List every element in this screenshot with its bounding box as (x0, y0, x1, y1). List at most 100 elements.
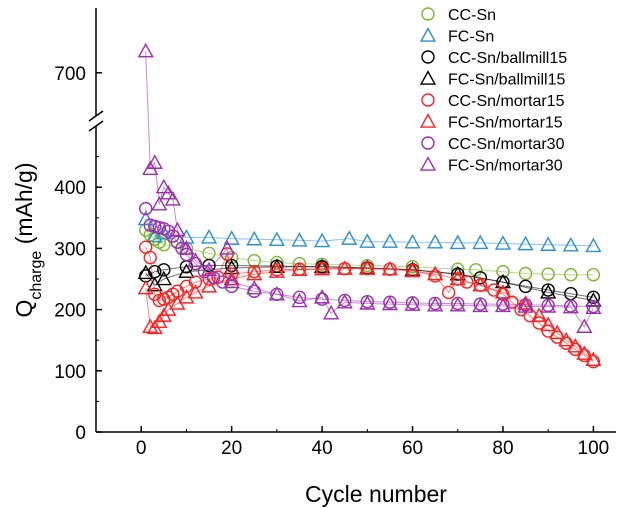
legend-label: CC-Sn/mortar15 (448, 93, 565, 110)
data-point (531, 307, 548, 322)
axes-layer: 0 20 40 60 80 100 0 100 200 300 400 700 (54, 8, 616, 459)
data-point (246, 279, 263, 295)
data-point (564, 268, 578, 282)
data-point (178, 263, 195, 278)
data-point (268, 258, 285, 273)
data-point (518, 266, 533, 281)
data-point (585, 237, 602, 253)
data-point (200, 278, 218, 293)
data-point (585, 299, 602, 314)
x-tick-label: 20 (221, 438, 242, 459)
data-point (494, 273, 512, 289)
data-point (323, 304, 340, 320)
data-point (246, 265, 263, 281)
data-point (223, 273, 240, 289)
data-point (541, 283, 555, 297)
x-tick-label: 100 (578, 438, 610, 459)
legend-item: CC-Sn/mortar15 (421, 93, 565, 110)
data-point (359, 233, 376, 248)
data-point (179, 279, 194, 294)
data-point (381, 233, 399, 248)
data-point (160, 184, 177, 200)
data-point (472, 234, 489, 250)
data-point (381, 295, 399, 311)
data-point (585, 351, 602, 367)
y-tick-label: 300 (54, 239, 86, 260)
data-point (137, 279, 154, 295)
y-axis-title-main: Q (11, 300, 37, 318)
data-point (336, 293, 353, 309)
data-point (137, 264, 154, 280)
data-point (449, 234, 466, 250)
data-point (155, 270, 172, 286)
data-point (451, 262, 465, 276)
data-point (576, 345, 593, 360)
data-point (549, 324, 566, 340)
data-point (292, 290, 307, 305)
data-point (137, 42, 154, 58)
legend-item: FC-Sn/mortar30 (419, 156, 563, 175)
data-point (143, 228, 157, 242)
data-point (313, 260, 331, 276)
data-point (315, 292, 329, 306)
data-point (558, 331, 575, 347)
series-fc-sn (137, 210, 602, 253)
data-point (586, 290, 601, 305)
data-point (200, 229, 218, 244)
data-point (517, 295, 534, 310)
legend-marker (421, 93, 435, 107)
legend-marker (421, 50, 435, 64)
x-tick-label: 40 (312, 438, 333, 459)
data-point (291, 261, 308, 277)
y-tick-label: 400 (54, 178, 86, 199)
series-trend-line (145, 266, 594, 301)
data-point (428, 269, 442, 283)
legend-label: CC-Sn (448, 7, 496, 24)
data-point (197, 264, 212, 279)
data-point (223, 270, 240, 286)
legend-label: FC-Sn/mortar30 (448, 158, 563, 175)
data-point (541, 267, 555, 281)
y-axis-title-subscript: charge (28, 251, 45, 300)
data-point (341, 230, 358, 245)
legend-marker (419, 113, 437, 128)
data-point (562, 298, 579, 314)
data-point (473, 271, 488, 285)
y-tick-label: 0 (75, 423, 86, 444)
data-point (404, 296, 421, 311)
data-point (178, 240, 195, 255)
data-point (313, 289, 331, 304)
data-point (460, 275, 474, 289)
data-point (577, 348, 592, 363)
series-layer (137, 42, 602, 369)
legend-item: FC-Sn/ballmill15 (419, 70, 565, 89)
data-point (313, 258, 331, 273)
data-point (494, 235, 512, 250)
legend-marker (421, 136, 435, 150)
data-point (472, 297, 489, 313)
series-fc-sn-mortar30 (137, 42, 602, 333)
data-point (268, 263, 285, 278)
data-point (449, 270, 466, 286)
data-point (540, 316, 557, 332)
legend-item: CC-Sn (421, 7, 496, 24)
data-point (359, 260, 376, 275)
legend-item: FC-Sn/mortar15 (419, 113, 563, 132)
y-tick-label: 100 (54, 362, 86, 383)
legend-label: FC-Sn (448, 29, 494, 46)
data-point (155, 224, 172, 240)
y-axis-title: Qcharge (mAh/g) (11, 163, 45, 318)
legend-item: CC-Sn/ballmill15 (421, 50, 567, 67)
data-point (246, 230, 263, 246)
data-point (268, 285, 285, 301)
data-point (540, 284, 557, 299)
series-fc-sn-mortar15 (137, 260, 602, 367)
x-tick-label: 80 (492, 438, 513, 459)
data-point (427, 265, 444, 281)
data-point (449, 296, 466, 312)
data-point (472, 276, 489, 292)
axis-break-mark-upper (88, 110, 104, 122)
series-cc-sn-mortar30 (139, 201, 601, 314)
legend-item: FC-Sn (419, 27, 494, 46)
